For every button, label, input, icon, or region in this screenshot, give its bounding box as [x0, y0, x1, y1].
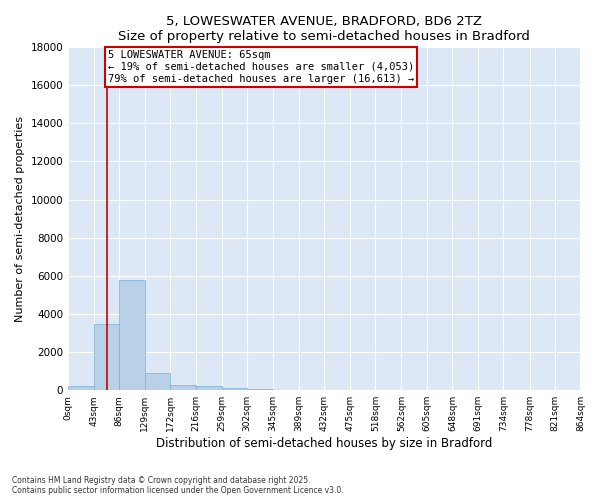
Bar: [119, 280, 145, 390]
Bar: [196, 386, 222, 390]
Text: 5 LOWESWATER AVENUE: 65sqm
← 19% of semi-detached houses are smaller (4,053)
79%: 5 LOWESWATER AVENUE: 65sqm ← 19% of semi…: [108, 50, 414, 84]
Bar: [94, 324, 119, 390]
Text: Contains HM Land Registry data © Crown copyright and database right 2025.
Contai: Contains HM Land Registry data © Crown c…: [12, 476, 344, 495]
Bar: [68, 386, 94, 390]
Bar: [222, 388, 247, 390]
Title: 5, LOWESWATER AVENUE, BRADFORD, BD6 2TZ
Size of property relative to semi-detach: 5, LOWESWATER AVENUE, BRADFORD, BD6 2TZ …: [118, 15, 530, 43]
Bar: [170, 386, 196, 390]
Y-axis label: Number of semi-detached properties: Number of semi-detached properties: [15, 116, 25, 322]
Bar: [145, 373, 170, 390]
X-axis label: Distribution of semi-detached houses by size in Bradford: Distribution of semi-detached houses by …: [156, 437, 493, 450]
